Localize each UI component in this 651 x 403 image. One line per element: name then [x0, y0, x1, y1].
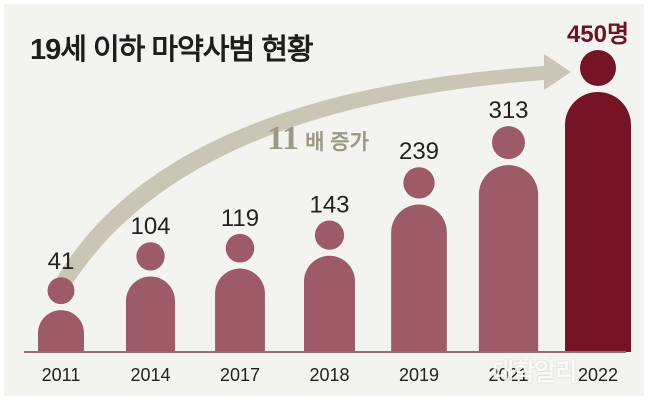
watermark: 대학알리	[492, 359, 577, 386]
growth-text: 배 증가	[305, 131, 369, 154]
value-label-2014: 104	[130, 213, 170, 240]
growth-arrow-shaft	[50, 66, 544, 297]
bar-head-2021	[492, 126, 525, 160]
growth-multiplier: 11	[267, 120, 299, 157]
value-label-2019: 239	[399, 138, 439, 165]
bar-head-2014	[136, 242, 165, 271]
year-label-2014: 2014	[130, 365, 170, 385]
bars-group	[37, 92, 631, 352]
year-label-2017: 2017	[220, 365, 260, 385]
value-label-2011: 41	[48, 248, 75, 275]
bubbles-group	[47, 50, 616, 305]
bar-2018	[304, 255, 355, 352]
growth-annotation: 11 배 증가	[267, 120, 370, 157]
year-label-2021: 2021	[488, 365, 528, 385]
bar-2014	[125, 276, 176, 352]
year-label-2019: 2019	[399, 365, 439, 385]
bar-head-2018	[314, 220, 345, 250]
value-label-2022: 450명	[567, 21, 629, 48]
chart-title: 19세 이하 마약사범 현황	[30, 34, 314, 66]
year-label-2018: 2018	[309, 365, 349, 385]
bar-2019	[391, 204, 447, 352]
bar-2022	[565, 92, 631, 352]
value-label-2018: 143	[309, 192, 349, 219]
bar-head-2019	[403, 167, 435, 199]
year-label-2011: 2011	[42, 365, 81, 385]
chart-frame: 41 104 119 143 239 313 450명 2011 2014 2017 2018 20…	[4, 4, 644, 396]
bar-2011	[37, 310, 85, 352]
bar-head-2011	[47, 277, 75, 305]
bar-head-2022	[580, 50, 616, 86]
value-labels-group: 41 104 119 143 239 313 450명	[48, 21, 629, 275]
value-label-2017: 119	[221, 205, 259, 232]
year-label-2022: 2022	[578, 365, 618, 385]
bar-2017	[215, 268, 265, 352]
growth-arrow-head	[544, 54, 571, 90]
year-labels-group: 2011 2014 2017 2018 2019 2021 2022	[42, 365, 618, 385]
bar-head-2017	[225, 233, 255, 263]
value-label-2021: 313	[488, 97, 528, 124]
bar-2021	[478, 165, 539, 352]
